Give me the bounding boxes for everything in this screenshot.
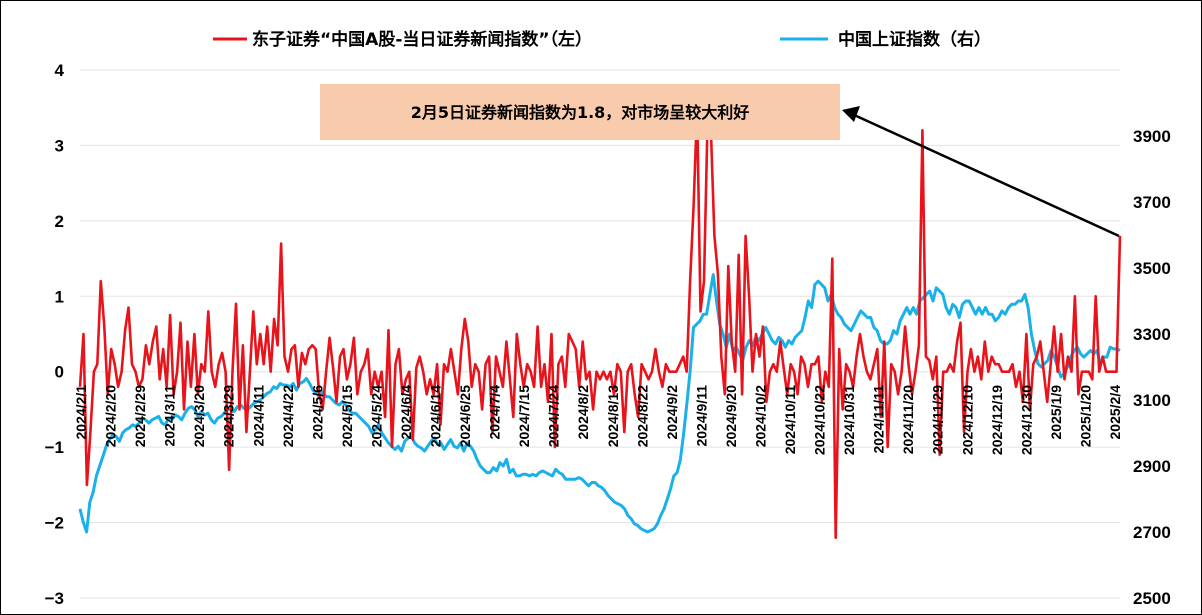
x-tick-label: 2024/6/14 [428,385,444,447]
x-tick-label: 2024/9/11 [693,385,709,447]
left-tick-label: 2 [55,212,64,231]
right-tick-label: 3900 [1133,127,1171,146]
x-tick-label: 2024/7/4 [487,385,503,440]
x-tick-label: 2025/2/4 [1107,385,1123,440]
x-tick-label: 2024/3/29 [221,385,237,447]
annotation-arrowhead [842,106,860,122]
x-tick-label: 2024/12/10 [959,385,975,455]
x-tick-label: 2024/7/15 [516,385,532,447]
right-tick-label: 2700 [1133,523,1171,542]
x-tick-label: 2024/5/6 [309,385,325,440]
x-tick-label: 2024/9/20 [723,385,739,447]
x-tick-label: 2024/11/20 [900,385,916,455]
x-tick-label: 2024/2/29 [132,385,148,447]
right-tick-label: 3100 [1133,391,1171,410]
left-tick-label: −2 [45,514,64,533]
x-tick-label: 2024/10/11 [782,385,798,455]
annotation-text: 2月5日证券新闻指数为1.8，对市场呈较大利好 [411,103,750,122]
left-tick-label: −3 [45,589,64,608]
x-tick-label: 2024/7/24 [546,385,562,447]
x-tick-label: 2025/1/20 [1078,385,1094,447]
left-tick-label: 0 [55,363,64,382]
x-tick-label: 2024/2/1 [73,385,89,440]
right-tick-label: 3300 [1133,325,1171,344]
x-tick-label: 2024/10/2 [753,385,769,447]
right-y-axis: 3900 3700 3500 3300 3100 2900 2700 2500 [1133,127,1171,608]
left-y-axis: 4 3 2 1 0 −1 −2 −3 [45,61,65,608]
x-tick-label: 2024/3/20 [191,385,207,447]
x-tick-label: 2024/2/20 [103,385,119,447]
x-tick-label: 2024/11/29 [930,385,946,455]
x-tick-label: 2024/12/30 [1018,385,1034,455]
right-tick-label: 2900 [1133,457,1171,476]
x-tick-label: 2024/8/2 [575,385,591,440]
legend: 东子证券“中国A股-当日证券新闻指数”（左） 中国上证指数（右） [213,29,991,50]
x-tick-label: 2024/4/22 [280,385,296,447]
x-tick-label: 2024/4/11 [250,385,266,447]
x-tick-label: 2024/11/11 [871,385,887,454]
x-tick-label: 2025/1/9 [1048,385,1064,440]
x-tick-label: 2024/3/11 [162,385,178,447]
x-axis: 2024/2/1 2024/2/20 2024/2/29 2024/3/11 2024/… [73,385,1123,455]
left-tick-label: 4 [55,61,65,80]
x-tick-label: 2024/5/24 [368,385,384,447]
x-tick-label: 2024/6/4 [398,385,414,440]
annotation: 2月5日证券新闻指数为1.8，对市场呈较大利好 [320,84,1120,238]
series-line-news-index [78,106,1122,540]
series-lines [78,106,1122,540]
x-tick-label: 2024/8/22 [634,385,650,447]
right-tick-label: 2500 [1133,589,1171,608]
left-tick-label: −1 [45,438,64,457]
grid [80,69,1120,599]
x-tick-label: 2024/10/31 [841,385,857,455]
x-tick-label: 2024/12/19 [989,385,1005,455]
series-line-shanghai-index [78,273,1121,534]
left-tick-label: 1 [55,287,64,306]
annotation-arrow [851,112,1120,238]
x-tick-label: 2024/10/22 [812,385,828,455]
x-tick-label: 2024/8/13 [605,385,621,447]
legend-label-shanghai-index: 中国上证指数（右） [838,29,991,50]
x-tick-label: 2024/5/15 [339,385,355,447]
legend-label-news-index: 东子证券“中国A股-当日证券新闻指数”（左） [252,29,592,50]
left-tick-label: 3 [55,136,64,155]
annotation-box [320,84,840,140]
right-tick-label: 3500 [1133,259,1171,278]
x-tick-label: 2024/9/2 [664,385,680,440]
right-tick-label: 3700 [1133,193,1171,212]
x-tick-label: 2024/6/25 [457,385,473,447]
